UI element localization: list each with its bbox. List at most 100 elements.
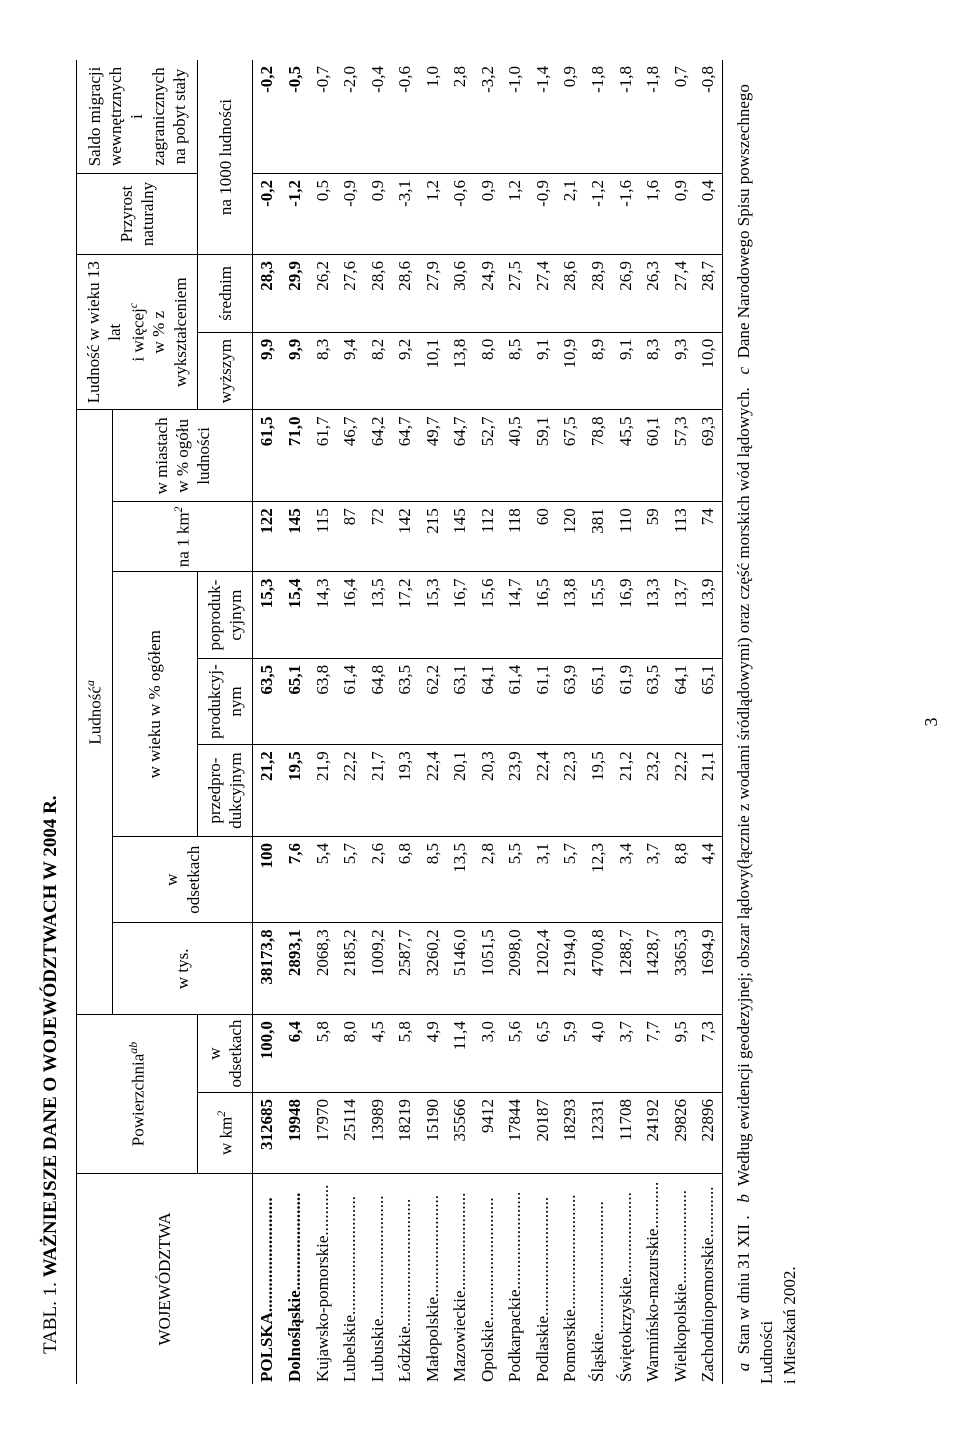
- cell: 115: [309, 502, 337, 572]
- table-row: Dolnośląskie.......................19948…: [281, 60, 309, 1384]
- cell: 61,5: [253, 410, 281, 502]
- cell: 21,2: [612, 745, 640, 837]
- row-name: Świętokrzyskie....................: [612, 1173, 640, 1384]
- cell: 74: [694, 502, 722, 572]
- cell: 381: [584, 502, 612, 572]
- cell: 18219: [391, 1092, 419, 1173]
- cell: 28,6: [556, 254, 584, 332]
- cell: 8,0: [336, 1015, 364, 1093]
- cell: -0,7: [309, 60, 337, 173]
- cell: 63,5: [391, 658, 419, 744]
- cell: 20,3: [474, 745, 502, 837]
- hdr-wkm2: w km2: [197, 1092, 253, 1173]
- cell: 87: [336, 502, 364, 572]
- cell: 16,4: [336, 572, 364, 658]
- cell: 9,9: [281, 332, 309, 410]
- cell: 2194,0: [556, 923, 584, 1015]
- cell: 63,9: [556, 658, 584, 744]
- cell: 0,5: [309, 173, 337, 254]
- cell: 13,8: [446, 332, 474, 410]
- hdr-przedprod: przedpro-dukcyjnym: [197, 745, 253, 837]
- cell: 2,6: [364, 837, 392, 923]
- cell: 16,5: [529, 572, 557, 658]
- cell: 49,7: [419, 410, 447, 502]
- cell: -0,6: [446, 173, 474, 254]
- cell: 26,2: [309, 254, 337, 332]
- cell: 27,9: [419, 254, 447, 332]
- cell: 4700,8: [584, 923, 612, 1015]
- cell: 17,2: [391, 572, 419, 658]
- hdr-powierzchnia: Powierzchniaab: [77, 1015, 198, 1174]
- cell: 3,1: [529, 837, 557, 923]
- cell: 64,7: [446, 410, 474, 502]
- hdr-poprod: poproduk-cyjnym: [197, 572, 253, 658]
- cell: 21,1: [694, 745, 722, 837]
- cell: 15,5: [584, 572, 612, 658]
- cell: 9,9: [253, 332, 281, 410]
- cell: 28,6: [364, 254, 392, 332]
- cell: 20,1: [446, 745, 474, 837]
- cell: 110: [612, 502, 640, 572]
- cell: 8,2: [364, 332, 392, 410]
- hdr-ludnosc: Ludnośća: [77, 410, 113, 1015]
- cell: 100,0: [253, 1015, 281, 1093]
- cell: 2,8: [446, 60, 474, 173]
- table-row: Lubuskie.............................139…: [364, 60, 392, 1384]
- cell: 9,4: [336, 332, 364, 410]
- cell: 26,9: [612, 254, 640, 332]
- cell: 4,5: [364, 1015, 392, 1093]
- cell: 21,2: [253, 745, 281, 837]
- cell: 18293: [556, 1092, 584, 1173]
- hdr-saldo: Saldo migracji wewnętrznych i zagraniczn…: [77, 60, 198, 173]
- cell: 3260,2: [419, 923, 447, 1015]
- cell: 2,8: [474, 837, 502, 923]
- cell: 16,7: [446, 572, 474, 658]
- row-name: Pomorskie...........................: [556, 1173, 584, 1384]
- cell: 15,6: [474, 572, 502, 658]
- hdr-wtys: w tys.: [112, 923, 253, 1015]
- cell: 27,5: [501, 254, 529, 332]
- cell: 28,6: [391, 254, 419, 332]
- footnotes: a Stan w dniu 31 XII . b Według ewidencj…: [733, 60, 802, 1384]
- cell: -1,2: [281, 173, 309, 254]
- cell: 59,1: [529, 410, 557, 502]
- cell: 15190: [419, 1092, 447, 1173]
- row-name: Podkarpackie.......................: [501, 1173, 529, 1384]
- cell: 5146,0: [446, 923, 474, 1015]
- cell: 3,7: [612, 1015, 640, 1093]
- cell: 2587,7: [391, 923, 419, 1015]
- table-row: POLSKA...........................3126851…: [253, 60, 281, 1384]
- cell: 8,9: [584, 332, 612, 410]
- cell: 145: [446, 502, 474, 572]
- cell: -1,6: [612, 173, 640, 254]
- cell: 10,1: [419, 332, 447, 410]
- row-name: Kujawsko-pomorskie............: [309, 1173, 337, 1384]
- page-number: 3: [921, 0, 942, 1444]
- cell: 38173,8: [253, 923, 281, 1015]
- title-main: WAŻNIEJSZE DANE O WOJEWÓDZTWACH W 2004 R…: [40, 795, 61, 1277]
- cell: 4,4: [694, 837, 722, 923]
- cell: 142: [391, 502, 419, 572]
- cell: 122: [253, 502, 281, 572]
- cell: 6,4: [281, 1015, 309, 1093]
- cell: 2068,3: [309, 923, 337, 1015]
- cell: 15,3: [419, 572, 447, 658]
- hdr-woj: WOJEWÓDZTWA: [77, 1173, 253, 1384]
- cell: 0,9: [474, 173, 502, 254]
- cell: 9,1: [612, 332, 640, 410]
- cell: 113: [667, 502, 695, 572]
- cell: 145: [281, 502, 309, 572]
- cell: -3,1: [391, 173, 419, 254]
- cell: 5,4: [309, 837, 337, 923]
- cell: 22,4: [419, 745, 447, 837]
- hdr-na1000: na 1000 ludności: [197, 60, 253, 254]
- table-row: Zachodniopomorskie............228967,316…: [694, 60, 722, 1384]
- hdr-odsetkach: wodsetkach: [197, 1015, 253, 1093]
- cell: 57,3: [667, 410, 695, 502]
- cell: 1202,4: [529, 923, 557, 1015]
- cell: 46,7: [336, 410, 364, 502]
- cell: -3,2: [474, 60, 502, 173]
- hdr-przyrost: Przyrost naturalny: [77, 173, 198, 254]
- cell: 64,7: [391, 410, 419, 502]
- cell: -0,5: [281, 60, 309, 173]
